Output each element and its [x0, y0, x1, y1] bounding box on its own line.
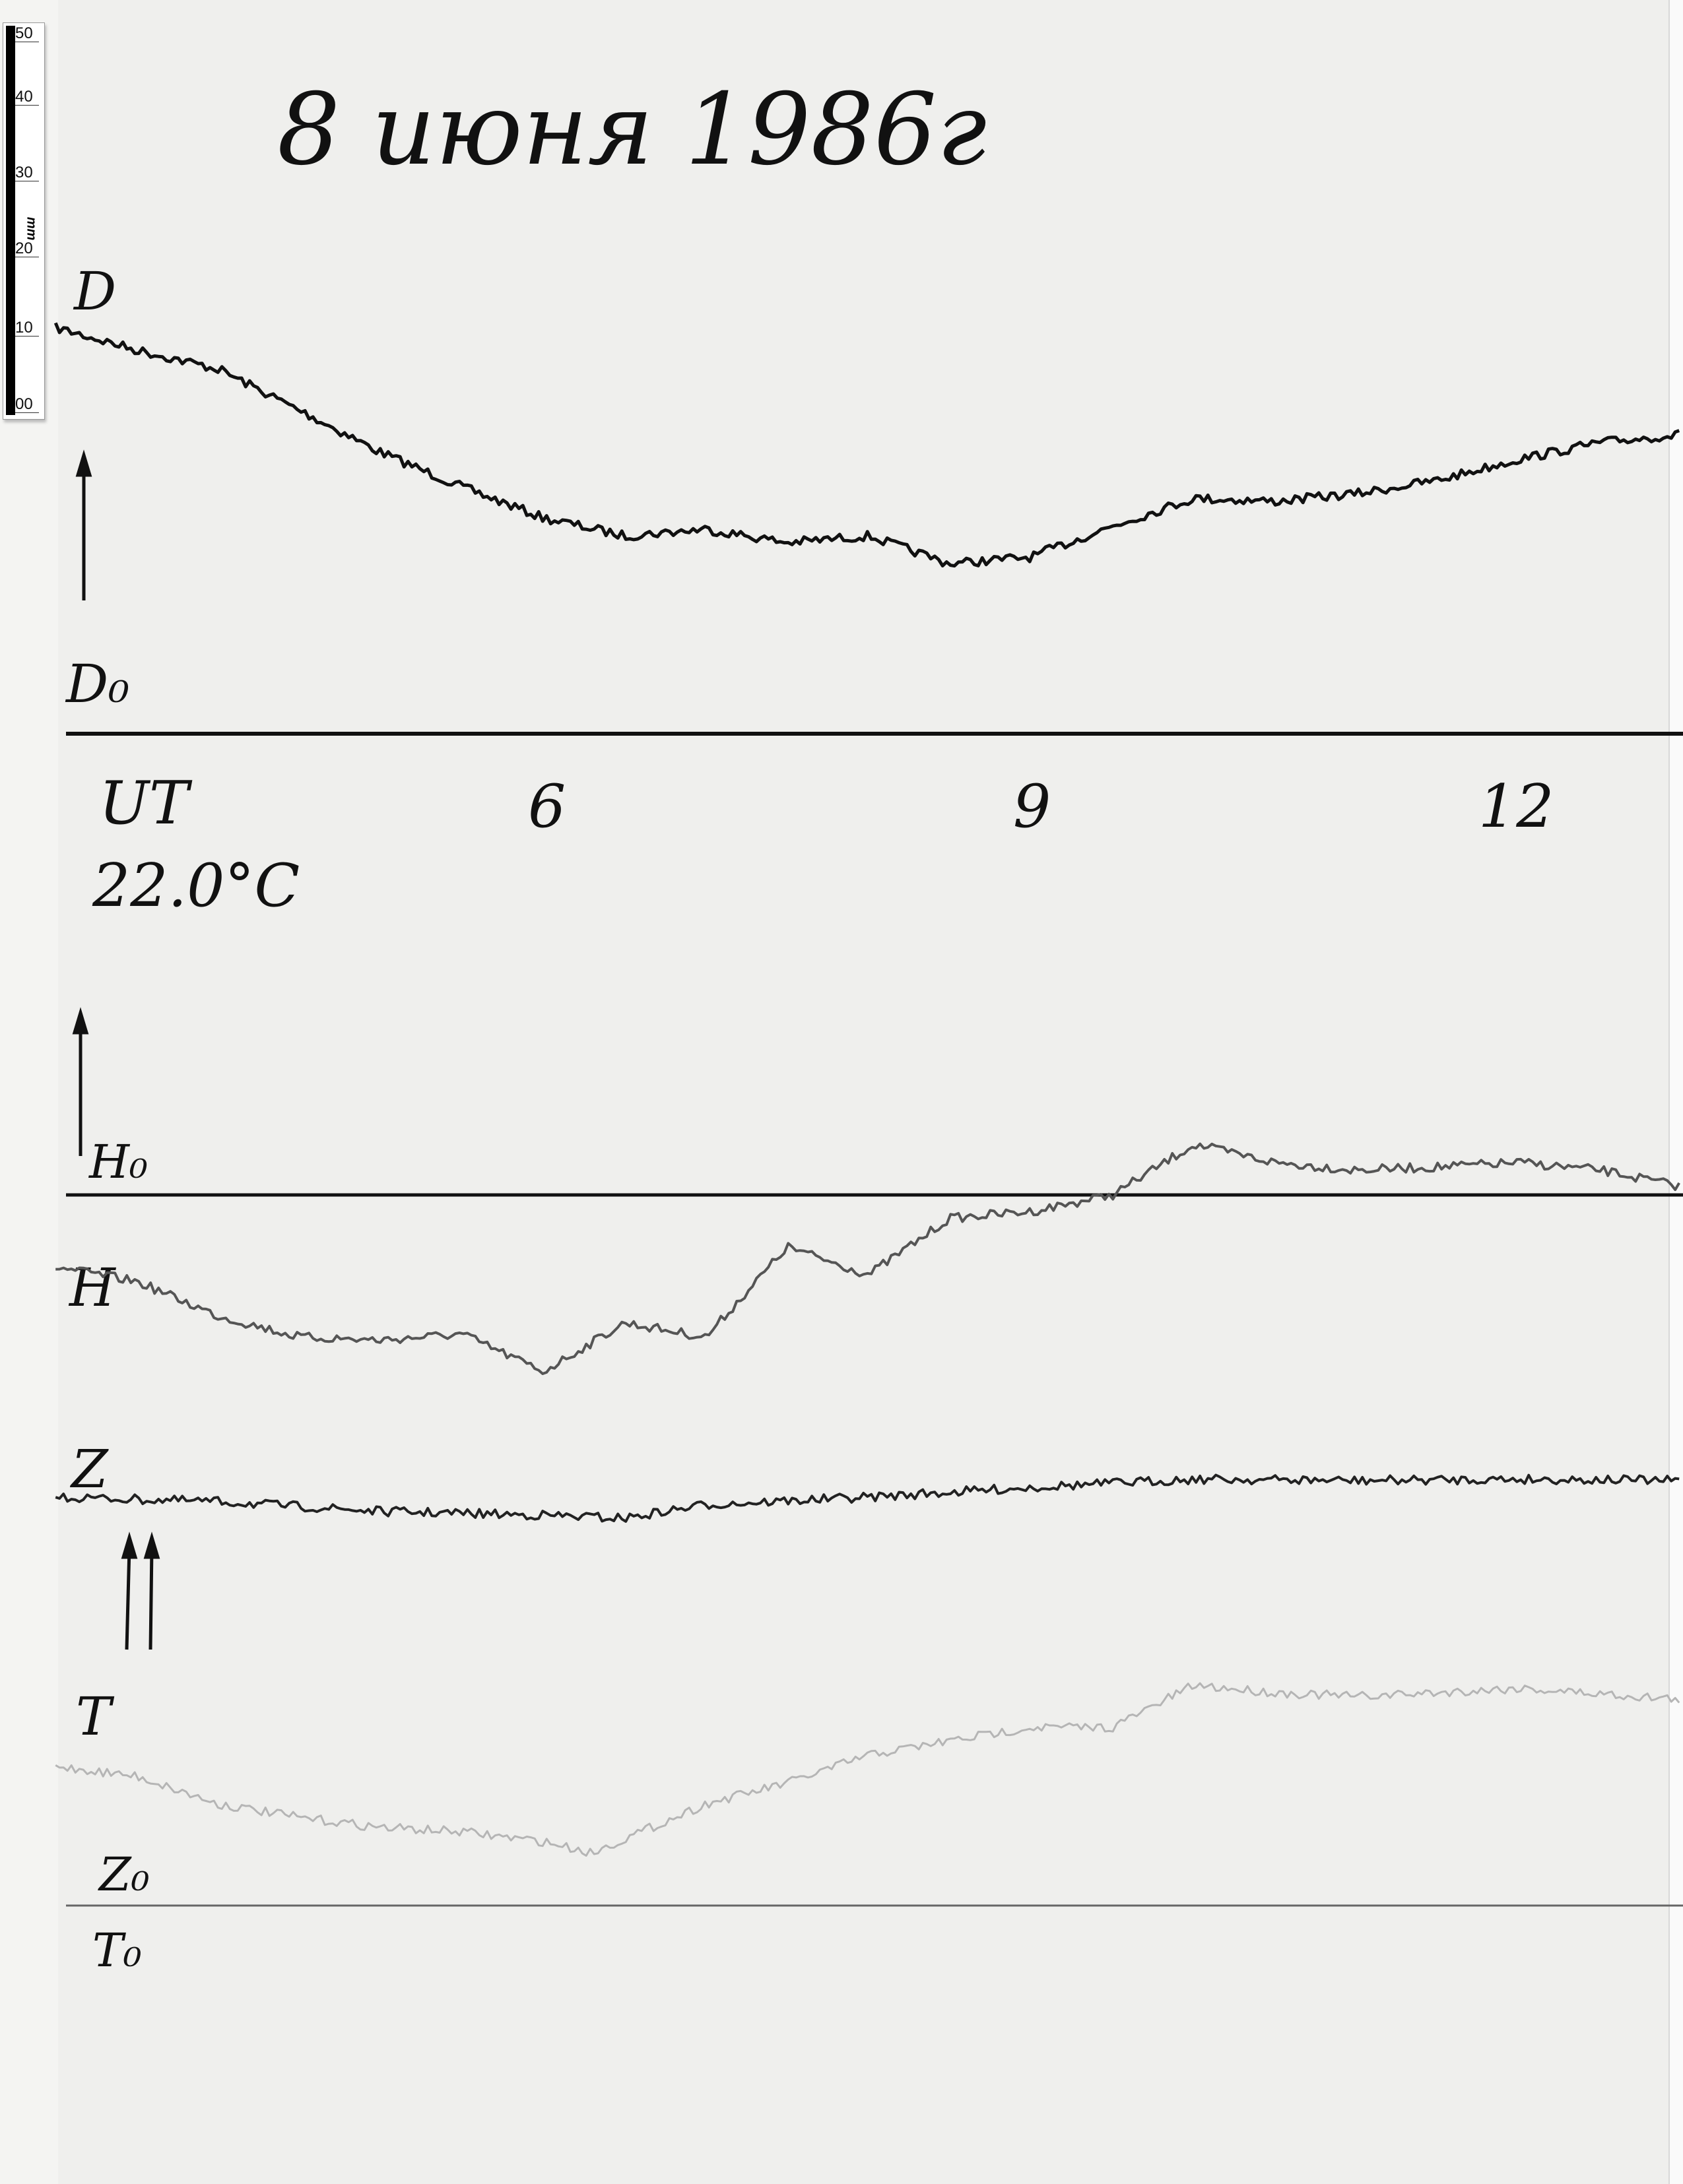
- mm-scale-bar: 50 40 30 20 10 00 mm: [3, 22, 45, 420]
- trace-t: [55, 1682, 1680, 1857]
- scale-tick: 20: [15, 241, 39, 257]
- arrow-icon: [72, 1007, 89, 1156]
- trace-h: [55, 1142, 1680, 1375]
- label-z: Z: [71, 1438, 108, 1500]
- x-tick-label: 12: [1478, 772, 1554, 841]
- label-t0: T₀: [92, 1923, 142, 1977]
- scale-tick: 50: [15, 26, 39, 42]
- trace-z: [55, 1473, 1680, 1523]
- label-z0: Z₀: [99, 1847, 150, 1902]
- label-t: T: [76, 1686, 112, 1747]
- paper-edge: [1668, 0, 1683, 2184]
- arrow-icon: [75, 449, 92, 600]
- label-ut: UT: [99, 769, 189, 838]
- chart-title: 8 июня 1986г: [277, 73, 987, 187]
- scale-tick: 00: [15, 397, 39, 413]
- paper-sheet: [58, 0, 1668, 2184]
- label-d0: D₀: [66, 653, 130, 715]
- scale-tick: 30: [15, 165, 39, 181]
- x-tick-label: 6: [528, 772, 566, 841]
- label-temperature: 22.0°C: [92, 851, 300, 920]
- label-h: H: [69, 1257, 116, 1318]
- scale-black-bar: [6, 26, 15, 415]
- double-arrow-icon: [121, 1531, 160, 1650]
- label-d: D: [74, 261, 117, 322]
- trace-d: [53, 322, 1680, 568]
- scale-tick: 10: [15, 320, 39, 337]
- scale-tick: 40: [15, 89, 39, 106]
- label-h0: H₀: [89, 1135, 148, 1189]
- x-tick-label: 9: [1013, 772, 1051, 841]
